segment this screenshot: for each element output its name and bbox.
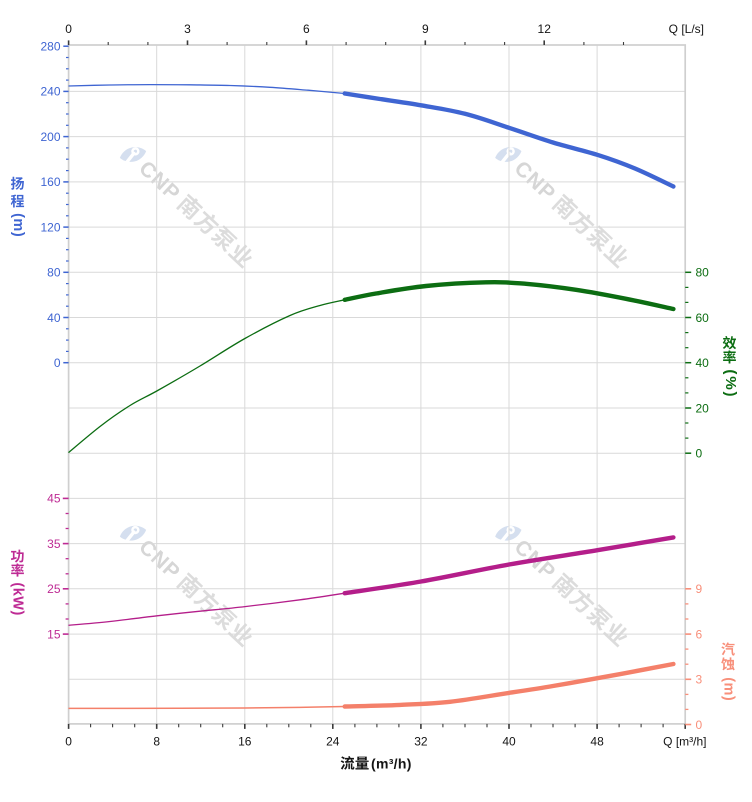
svg-text:(m): (m) [10,213,26,237]
svg-text:0: 0 [65,22,72,36]
svg-text:80: 80 [696,266,710,280]
svg-text:60: 60 [696,311,710,325]
svg-text:48: 48 [590,735,604,749]
svg-text:15: 15 [47,627,61,641]
svg-text:(m): (m) [721,677,737,701]
svg-text:3: 3 [696,673,703,687]
svg-text:CNP: CNP [134,157,184,206]
svg-text:0: 0 [54,356,61,370]
svg-text:40: 40 [47,311,61,325]
svg-text:80: 80 [47,266,61,280]
svg-text:Q [m³/h]: Q [m³/h] [663,735,706,749]
svg-text:6: 6 [303,22,310,36]
svg-text:6: 6 [696,627,703,641]
svg-text:200: 200 [40,130,60,144]
svg-text:0: 0 [696,447,703,461]
svg-text:12: 12 [538,22,552,36]
svg-text:280: 280 [40,40,60,54]
svg-text:25: 25 [47,582,61,596]
svg-text:0: 0 [65,735,72,749]
svg-text:160: 160 [40,175,60,189]
svg-text:32: 32 [414,735,428,749]
svg-text:35: 35 [47,537,61,551]
svg-text:(kW): (kW) [10,582,26,615]
svg-text:8: 8 [153,735,160,749]
svg-text:Q [L/s]: Q [L/s] [669,22,704,36]
svg-text:CNP: CNP [510,157,560,206]
svg-text:240: 240 [40,85,60,99]
svg-text:9: 9 [422,22,429,36]
svg-text:40: 40 [502,735,516,749]
svg-text:45: 45 [47,492,61,506]
svg-text:120: 120 [40,220,60,234]
svg-text:0: 0 [696,718,703,732]
svg-text:40: 40 [696,356,710,370]
svg-text:CNP: CNP [134,535,184,584]
svg-text:(m³/h): (m³/h) [371,756,412,772]
svg-text:(%): (%) [722,369,739,398]
svg-text:24: 24 [326,735,340,749]
svg-text:9: 9 [696,582,703,596]
svg-text:20: 20 [696,401,710,415]
svg-text:16: 16 [238,735,252,749]
svg-text:3: 3 [184,22,191,36]
